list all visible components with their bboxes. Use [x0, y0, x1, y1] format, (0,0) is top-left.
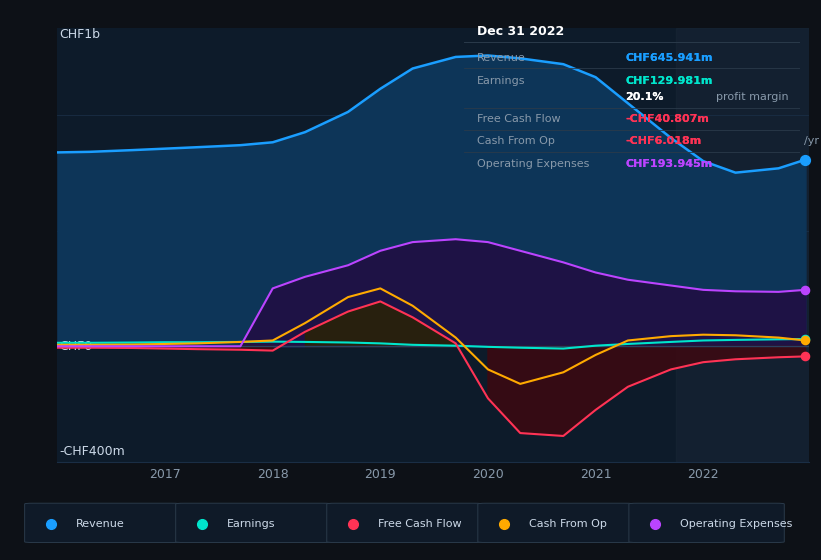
Text: Dec 31 2022: Dec 31 2022: [477, 25, 565, 38]
Text: Free Cash Flow: Free Cash Flow: [378, 519, 461, 529]
Text: -CHF400m: -CHF400m: [59, 445, 125, 458]
Text: Cash From Op: Cash From Op: [477, 136, 555, 146]
Text: -CHF40.807m: -CHF40.807m: [626, 114, 709, 124]
FancyBboxPatch shape: [327, 503, 482, 543]
Point: [799, 334, 812, 343]
Point: [799, 352, 812, 361]
Text: CHF193.945m: CHF193.945m: [626, 158, 713, 169]
Text: CHF1b: CHF1b: [59, 28, 100, 41]
Text: Earnings: Earnings: [227, 519, 275, 529]
Text: CHF645.941m: CHF645.941m: [626, 53, 713, 63]
Text: CHF193.945m: CHF193.945m: [626, 158, 713, 169]
Text: /yr: /yr: [804, 136, 819, 146]
Text: Free Cash Flow: Free Cash Flow: [477, 114, 561, 124]
Text: Operating Expenses: Operating Expenses: [680, 519, 792, 529]
FancyBboxPatch shape: [629, 503, 784, 543]
Text: 20.1%: 20.1%: [626, 92, 664, 101]
FancyBboxPatch shape: [478, 503, 633, 543]
Point: [799, 336, 812, 345]
Text: Revenue: Revenue: [76, 519, 124, 529]
Text: Cash From Op: Cash From Op: [529, 519, 607, 529]
Point: [799, 286, 812, 295]
Bar: [677, 28, 809, 462]
Text: 20.1%: 20.1%: [626, 92, 664, 101]
Text: profit margin: profit margin: [716, 92, 789, 101]
FancyBboxPatch shape: [25, 503, 180, 543]
Text: -CHF40.807m: -CHF40.807m: [626, 114, 709, 124]
Text: -CHF6.018m: -CHF6.018m: [626, 136, 702, 146]
Text: CHF129.981m: CHF129.981m: [626, 76, 713, 86]
Point: [799, 155, 812, 164]
Text: CHF645.941m: CHF645.941m: [626, 53, 713, 63]
Text: Earnings: Earnings: [477, 76, 525, 86]
Text: Operating Expenses: Operating Expenses: [477, 158, 589, 169]
Text: CHF129.981m: CHF129.981m: [626, 76, 713, 86]
FancyBboxPatch shape: [176, 503, 331, 543]
Text: -CHF6.018m: -CHF6.018m: [626, 136, 702, 146]
Text: Revenue: Revenue: [477, 53, 526, 63]
Text: CHF0: CHF0: [59, 340, 92, 353]
